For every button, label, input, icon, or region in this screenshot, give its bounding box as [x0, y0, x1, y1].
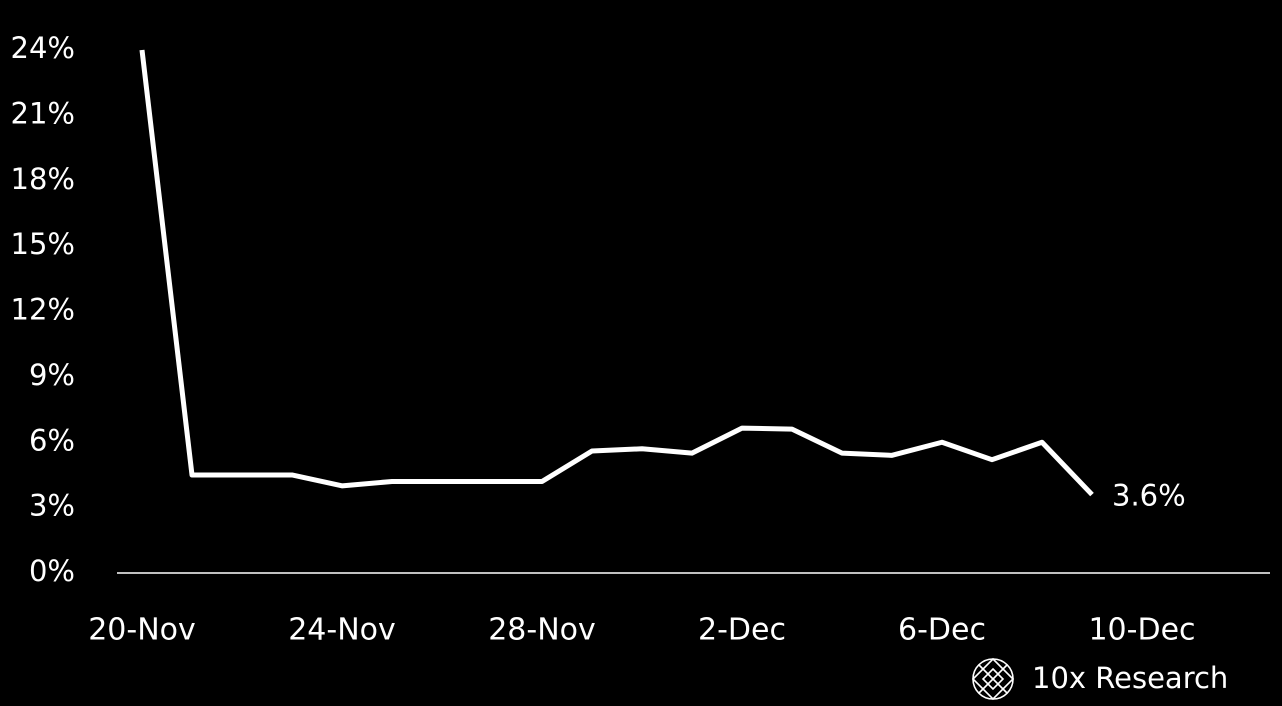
y-tick-label: 15%	[11, 227, 75, 261]
y-tick-label: 3%	[29, 489, 75, 523]
x-tick-label: 6-Dec	[898, 613, 986, 648]
x-tick-label: 24-Nov	[288, 613, 396, 648]
line-series	[139, 49, 1094, 497]
y-tick-label: 18%	[11, 162, 75, 196]
logo	[971, 657, 1015, 701]
y-tick-label: 6%	[29, 423, 75, 457]
watermark: 10x Research	[1032, 661, 1228, 695]
x-tick-label: 2-Dec	[698, 613, 786, 648]
x-tick-label: 28-Nov	[488, 613, 596, 648]
x-tick-label: 20-Nov	[88, 613, 196, 648]
y-tick-label: 9%	[29, 358, 75, 392]
y-tick-label: 21%	[11, 96, 75, 130]
y-tick-label: 0%	[29, 554, 75, 588]
data-label: 3.6%	[1112, 479, 1186, 513]
y-tick-label: 12%	[11, 293, 75, 327]
y-tick-label: 24%	[11, 31, 75, 65]
x-tick-label: 10-Dec	[1088, 613, 1195, 648]
